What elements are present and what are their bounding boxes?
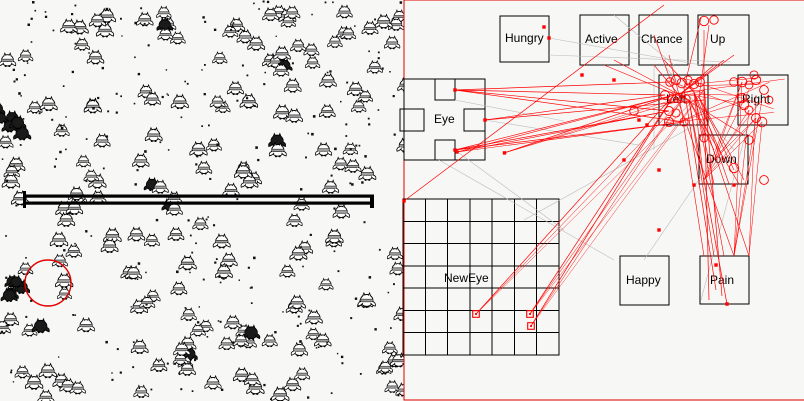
svg-text:Chance: Chance	[641, 32, 683, 46]
svg-text:Happy: Happy	[626, 273, 661, 287]
svg-text:NewEye: NewEye	[444, 271, 489, 285]
svg-text:Eye: Eye	[434, 112, 455, 126]
svg-text:Hungry: Hungry	[505, 31, 544, 45]
svg-text:Up: Up	[710, 32, 726, 46]
svg-text:Active: Active	[585, 32, 618, 46]
